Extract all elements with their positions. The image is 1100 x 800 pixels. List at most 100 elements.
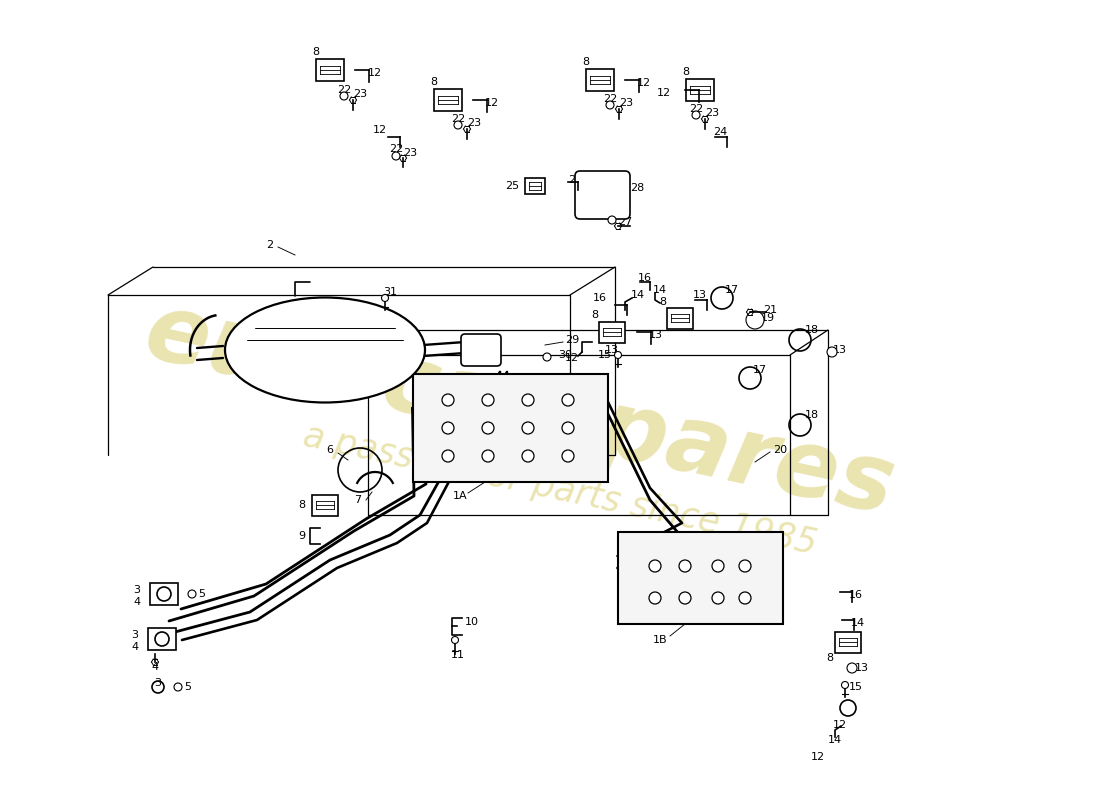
Text: 13: 13: [855, 663, 869, 673]
Text: 27: 27: [618, 217, 632, 227]
Circle shape: [522, 450, 534, 462]
Text: 18: 18: [805, 325, 820, 335]
Circle shape: [340, 92, 348, 100]
Text: 7: 7: [354, 495, 362, 505]
Text: 8: 8: [312, 47, 320, 57]
Text: 12: 12: [565, 353, 579, 363]
Text: 4: 4: [152, 662, 158, 672]
Text: 12: 12: [367, 68, 382, 78]
Text: 5: 5: [198, 589, 206, 599]
Ellipse shape: [226, 298, 425, 402]
Bar: [525, 178, 544, 194]
Text: 10: 10: [465, 617, 478, 627]
Text: 23: 23: [403, 148, 417, 158]
Text: 22: 22: [451, 114, 465, 124]
Bar: [148, 628, 176, 650]
Text: 3: 3: [154, 678, 162, 688]
Text: 14: 14: [653, 285, 667, 295]
Bar: [686, 79, 714, 101]
Text: 13: 13: [649, 330, 663, 340]
Circle shape: [746, 311, 764, 329]
Text: 17: 17: [725, 285, 739, 295]
Circle shape: [739, 592, 751, 604]
Text: 8: 8: [582, 57, 590, 67]
Text: 30: 30: [558, 350, 572, 360]
Text: 15: 15: [598, 350, 612, 360]
Circle shape: [847, 663, 857, 673]
Text: 21: 21: [763, 305, 777, 315]
Circle shape: [482, 450, 494, 462]
Circle shape: [739, 560, 751, 572]
Bar: [312, 494, 338, 515]
Text: 19: 19: [761, 313, 776, 323]
FancyBboxPatch shape: [575, 171, 630, 219]
Text: 2: 2: [266, 240, 274, 250]
Circle shape: [442, 450, 454, 462]
Circle shape: [562, 394, 574, 406]
Text: 3: 3: [133, 585, 141, 595]
Circle shape: [842, 682, 848, 689]
Circle shape: [827, 347, 837, 357]
Circle shape: [188, 590, 196, 598]
Circle shape: [392, 152, 400, 160]
Bar: [412, 374, 607, 482]
Text: 5: 5: [185, 682, 191, 692]
Text: 6: 6: [327, 445, 333, 455]
Bar: [835, 631, 861, 653]
Circle shape: [451, 637, 459, 643]
Circle shape: [482, 422, 494, 434]
Circle shape: [562, 422, 574, 434]
Text: 28: 28: [630, 183, 645, 193]
Text: 12: 12: [373, 125, 387, 135]
Text: 23: 23: [353, 89, 367, 99]
Text: 18: 18: [805, 410, 820, 420]
Circle shape: [522, 394, 534, 406]
Bar: [600, 322, 625, 342]
Circle shape: [454, 121, 462, 129]
Text: 4: 4: [131, 642, 139, 652]
Text: 12: 12: [485, 98, 499, 108]
Text: 8: 8: [826, 653, 834, 663]
Circle shape: [562, 450, 574, 462]
Text: 26: 26: [568, 175, 582, 185]
Circle shape: [442, 394, 454, 406]
Text: 22: 22: [689, 104, 703, 114]
Circle shape: [442, 422, 454, 434]
Text: 13: 13: [693, 290, 707, 300]
Text: eurocarspares: eurocarspares: [136, 286, 903, 534]
Text: 14: 14: [851, 618, 865, 628]
Text: 16: 16: [638, 273, 652, 283]
Text: a passion for parts since 1985: a passion for parts since 1985: [300, 419, 820, 561]
Circle shape: [174, 683, 182, 691]
Bar: [150, 583, 178, 605]
Text: 16: 16: [593, 293, 607, 303]
Text: 9: 9: [298, 531, 306, 541]
Text: 25: 25: [505, 181, 519, 191]
Bar: [316, 59, 344, 81]
Circle shape: [649, 592, 661, 604]
Circle shape: [712, 560, 724, 572]
Bar: [617, 532, 782, 624]
Circle shape: [679, 560, 691, 572]
Text: 8: 8: [298, 500, 306, 510]
Circle shape: [522, 422, 534, 434]
Circle shape: [608, 216, 616, 224]
Text: 13: 13: [833, 345, 847, 355]
Bar: [586, 69, 614, 91]
Text: 22: 22: [603, 94, 617, 104]
Text: 4: 4: [133, 597, 141, 607]
Text: 15: 15: [849, 682, 864, 692]
Text: 23: 23: [466, 118, 481, 128]
Text: 3: 3: [132, 630, 139, 640]
Circle shape: [692, 111, 700, 119]
Text: 8: 8: [682, 67, 690, 77]
Text: 1B: 1B: [652, 635, 668, 645]
Text: 12: 12: [811, 752, 825, 762]
Circle shape: [543, 353, 551, 361]
Text: 22: 22: [337, 85, 351, 95]
Circle shape: [679, 592, 691, 604]
Text: 23: 23: [705, 108, 719, 118]
Text: 24: 24: [713, 127, 727, 137]
Circle shape: [649, 560, 661, 572]
Circle shape: [482, 394, 494, 406]
